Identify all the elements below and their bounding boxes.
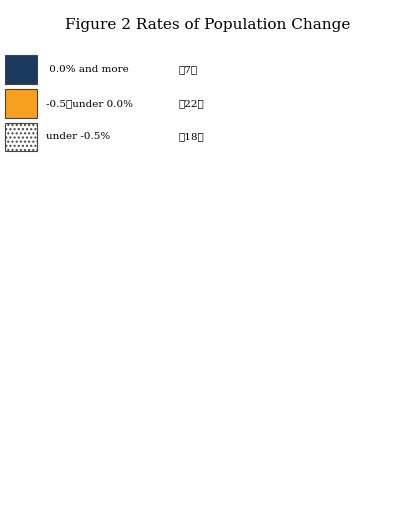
Text: （22）: （22） (178, 99, 204, 108)
Bar (5, 123, 37, 151)
Text: （18）: （18） (178, 132, 204, 142)
Text: under -0.5%: under -0.5% (46, 132, 110, 142)
Text: -0.5～under 0.0%: -0.5～under 0.0% (46, 99, 133, 108)
Text: Figure 2 Rates of Population Change: Figure 2 Rates of Population Change (65, 18, 351, 32)
Text: （7）: （7） (178, 65, 198, 74)
Bar (5, 55, 37, 84)
Bar (5, 89, 37, 118)
Text: 0.0% and more: 0.0% and more (46, 65, 129, 74)
